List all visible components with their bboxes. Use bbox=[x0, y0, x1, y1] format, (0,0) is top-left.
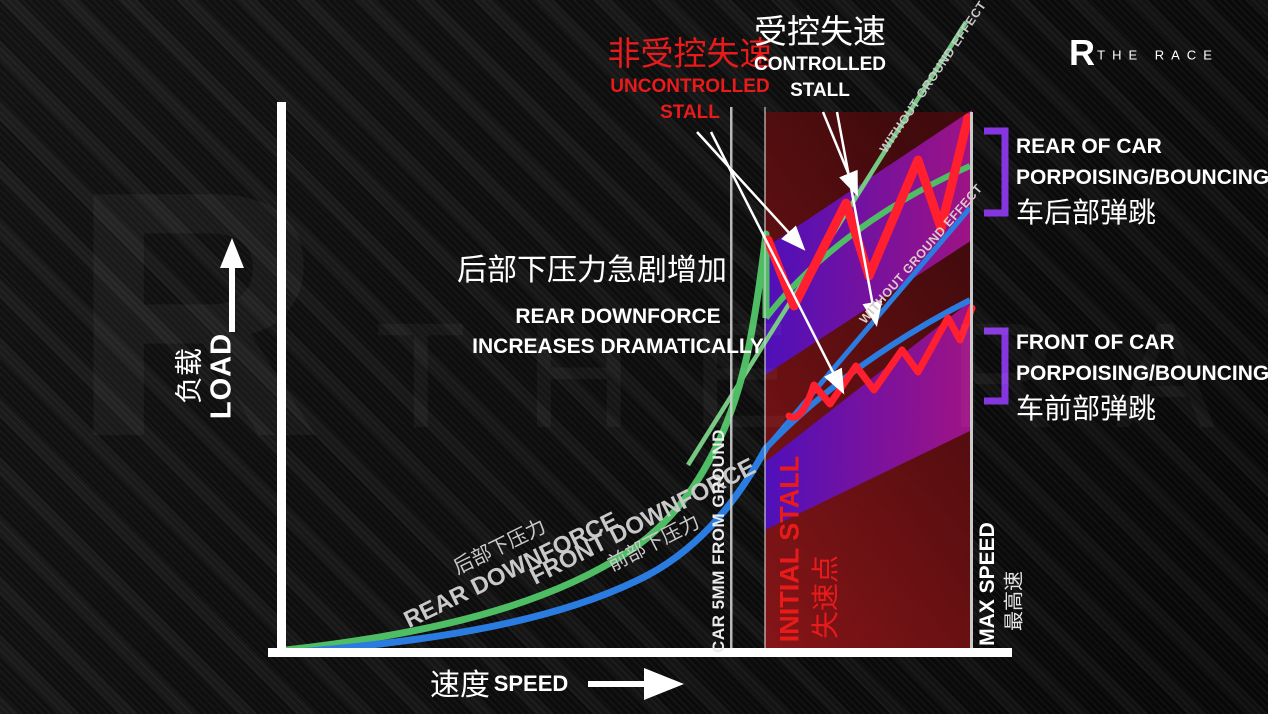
rear-porpoising-cn: 车后部弹跳 bbox=[1016, 197, 1157, 229]
front-porpoising-label: FRONT OF CAR PORPOISING/BOUNCING 车前部弹跳 bbox=[1016, 331, 1268, 425]
front-downforce-curve bbox=[282, 444, 770, 657]
rear-porpoising-label: REAR OF CAR PORPOISING/BOUNCING 车后部弹跳 bbox=[1016, 135, 1268, 229]
rear-porpoising-en1: REAR OF CAR bbox=[1016, 135, 1162, 158]
max-speed-en-label: MAX SPEED bbox=[976, 522, 999, 646]
uncontrolled-stall-cn: 非受控失速 bbox=[607, 35, 773, 73]
car5mm-label: CAR 5MM FROM GROUND bbox=[709, 429, 728, 653]
uncontrolled-arrow-rear bbox=[696, 131, 806, 251]
front-porpoising-en2: PORPOISING/BOUNCING bbox=[1016, 362, 1268, 386]
front-porpoising-band bbox=[765, 300, 972, 530]
speed-label-cn: 速度 bbox=[430, 669, 490, 702]
speed-label-en: SPEED bbox=[493, 671, 569, 696]
controlled-stall-cn: 受控失速 bbox=[754, 13, 886, 51]
front-porpoising-zigzag bbox=[785, 304, 976, 421]
load-axis-arrow bbox=[220, 238, 244, 332]
rear-downforce-curve bbox=[282, 230, 770, 654]
load-label-cn: 负载 bbox=[173, 347, 205, 405]
uncontrolled-stall-label: 非受控失速 UNCONTROLLED STALL bbox=[608, 37, 773, 123]
controlled-arrow-front bbox=[835, 111, 883, 327]
stall-annotation-arrows bbox=[696, 111, 883, 395]
rear-porpoising-zigzag bbox=[763, 113, 973, 311]
load-axis-label: 负载 LOAD bbox=[173, 332, 238, 420]
x-axis bbox=[268, 648, 1012, 657]
front-porpoising-bracket bbox=[984, 327, 1009, 405]
front-porpoising-en1: FRONT OF CAR bbox=[1016, 331, 1175, 354]
rear-increase-cn: 后部下压力急剧增加 bbox=[457, 254, 727, 287]
max-speed-guide-line bbox=[970, 112, 973, 650]
initial-stall-en-label: INITIAL STALL bbox=[774, 455, 805, 643]
speed-axis-arrow bbox=[588, 668, 684, 700]
rear-porpoising-bracket bbox=[984, 127, 1009, 217]
y-axis bbox=[277, 102, 286, 655]
logo-r-icon: R bbox=[1069, 32, 1095, 73]
rear-increase-en2: INCREASES DRAMATICALLY bbox=[472, 335, 764, 358]
uncontrolled-arrow-front bbox=[709, 131, 845, 395]
controlled-stall-en2: STALL bbox=[790, 79, 850, 101]
rear-increase-en: REAR DOWNFORCE INCREASES DRAMATICALLY bbox=[472, 304, 764, 358]
rear-increase-en1: REAR DOWNFORCE bbox=[515, 304, 721, 328]
uncontrolled-stall-en1: UNCONTROLLED bbox=[610, 75, 770, 97]
uncontrolled-stall-en2: STALL bbox=[660, 101, 720, 123]
controlled-stall-en1: CONTROLLED bbox=[754, 53, 886, 75]
controlled-stall-label: 受控失速 CONTROLLED STALL bbox=[754, 15, 886, 101]
initial-stall-cn-label: 失速点 bbox=[810, 554, 841, 640]
initial-stall-guide-line bbox=[764, 107, 766, 649]
logo-wordmark: THE RACE bbox=[1097, 47, 1219, 63]
rear-porpoising-en2: PORPOISING/BOUNCING bbox=[1016, 166, 1268, 190]
car5mm-guide-line bbox=[730, 107, 733, 649]
front-porpoising-cn: 车前部弹跳 bbox=[1016, 393, 1157, 425]
front-wge-line bbox=[764, 206, 972, 450]
max-speed-cn-label: 最高速 bbox=[1003, 571, 1026, 631]
load-label-en: LOAD bbox=[205, 332, 238, 420]
